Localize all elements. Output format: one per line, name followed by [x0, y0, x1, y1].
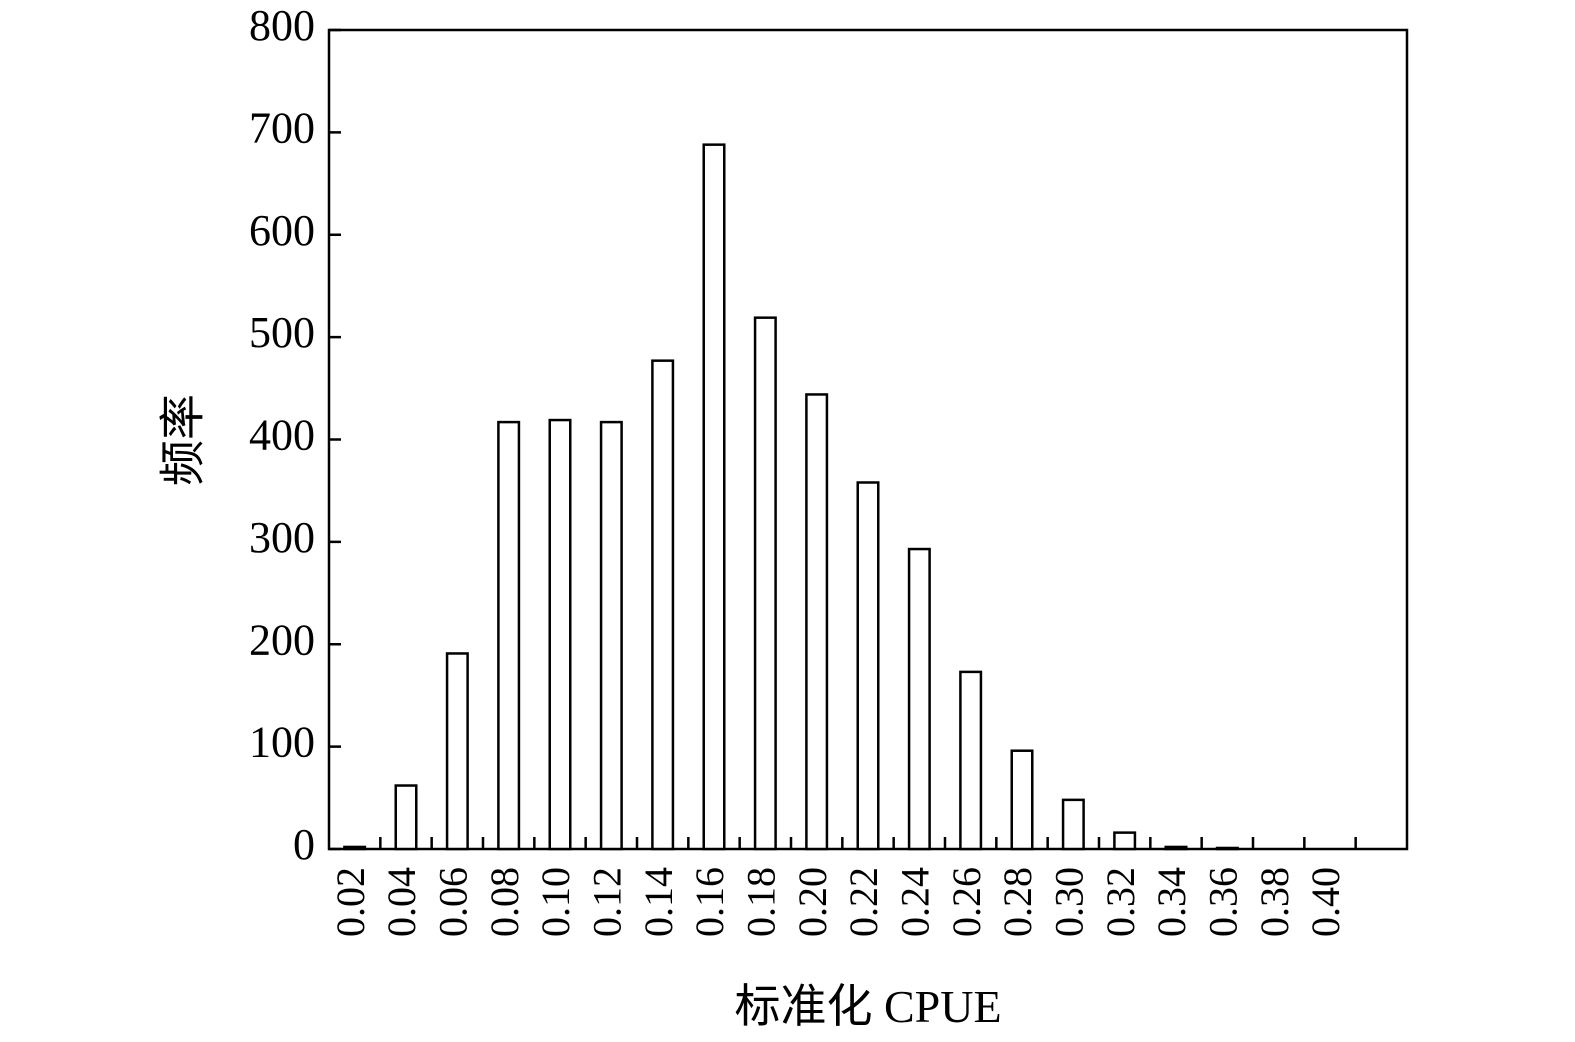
y-tick-label: 400 [249, 411, 315, 460]
bar [599, 420, 623, 851]
y-tick-label: 300 [249, 513, 315, 562]
bar [445, 652, 469, 851]
x-tick-label: 0.16 [687, 867, 732, 937]
y-tick-label: 600 [249, 206, 315, 255]
bar [1164, 845, 1188, 851]
x-tick-label: 0.40 [1303, 867, 1348, 937]
y-tick-label: 200 [249, 615, 315, 664]
x-tick-label: 0.06 [431, 867, 476, 937]
y-tick-label: 800 [249, 1, 315, 50]
x-tick-label: 0.22 [841, 867, 886, 937]
x-tick-label: 0.36 [1201, 867, 1246, 937]
x-tick-label: 0.30 [1047, 867, 1092, 937]
x-tick-label: 0.12 [585, 867, 630, 937]
y-tick-label: 100 [249, 718, 315, 767]
bar [856, 481, 880, 851]
bar [753, 316, 777, 851]
x-tick-label: 0.26 [944, 867, 989, 937]
bar [1010, 749, 1034, 851]
bar [497, 420, 521, 851]
y-tick-label: 0 [293, 820, 315, 869]
x-tick-label: 0.38 [1252, 867, 1297, 937]
x-tick-label: 0.20 [790, 867, 835, 937]
bar [548, 418, 572, 851]
bar [1061, 798, 1085, 851]
bar [702, 143, 726, 851]
x-axis-title: 标准化 CPUE [734, 981, 1001, 1032]
bar [907, 547, 931, 851]
bar [805, 393, 829, 851]
y-tick-label: 500 [249, 308, 315, 357]
x-tick-label: 0.10 [533, 867, 578, 937]
y-axis-title: 频率 [158, 394, 209, 486]
x-tick-label: 0.28 [995, 867, 1040, 937]
bar [343, 845, 367, 851]
x-tick-label: 0.02 [328, 867, 373, 937]
x-tick-label: 0.32 [1098, 867, 1143, 937]
bar [1215, 846, 1239, 851]
x-tick-label: 0.24 [893, 867, 938, 937]
x-tick-label: 0.14 [636, 867, 681, 937]
x-tick-label: 0.18 [739, 867, 784, 937]
x-tick-label: 0.04 [379, 867, 424, 937]
bar [651, 359, 675, 851]
bar [394, 784, 418, 851]
x-tick-label: 0.34 [1149, 867, 1194, 937]
bar [1113, 831, 1137, 851]
y-tick-label: 700 [249, 103, 315, 152]
x-tick-label: 0.08 [482, 867, 527, 937]
bar [959, 670, 983, 851]
